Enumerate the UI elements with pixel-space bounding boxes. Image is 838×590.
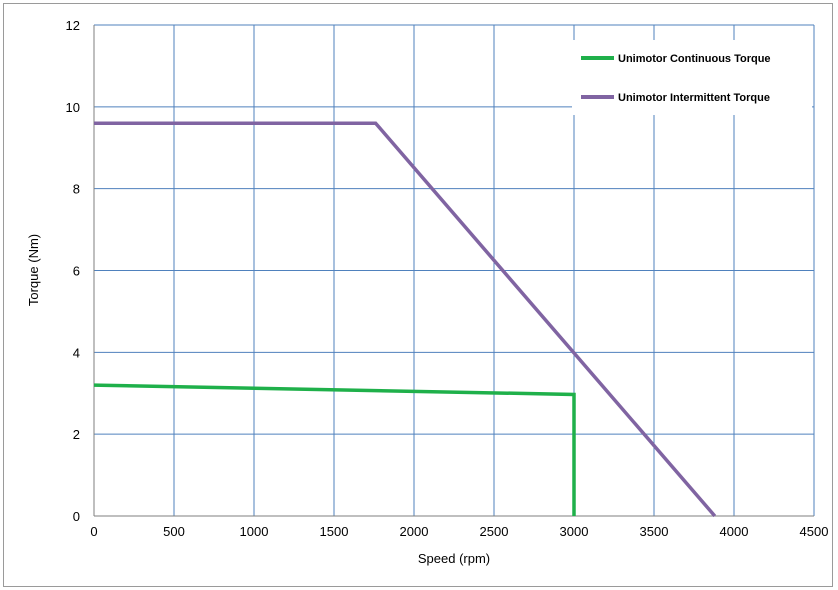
x-tick-label: 3000 [560, 524, 589, 539]
y-tick-label: 2 [73, 427, 80, 442]
x-tick-label: 500 [163, 524, 185, 539]
y-tick-label: 10 [66, 100, 80, 115]
x-tick-label: 4000 [720, 524, 749, 539]
legend-label: Unimotor Continuous Torque [618, 53, 771, 65]
legend-label: Unimotor Intermittent Torque [618, 92, 770, 104]
x-tick-label: 1000 [240, 524, 269, 539]
x-tick-label: 1500 [320, 524, 349, 539]
x-tick-label: 3500 [640, 524, 669, 539]
y-tick-label: 12 [66, 18, 80, 33]
y-tick-label: 0 [73, 509, 80, 524]
y-axis-title: Torque (Nm) [26, 234, 41, 306]
y-tick-label: 4 [73, 345, 80, 360]
y-tick-label: 6 [73, 264, 80, 279]
x-axis-title: Speed (rpm) [418, 551, 490, 566]
legend: Unimotor Continuous Torque Unimotor Inter… [572, 40, 812, 115]
y-tick-label: 8 [73, 182, 80, 197]
x-tick-label: 2500 [480, 524, 509, 539]
x-tick-labels: 0 500 1000 1500 2000 2500 3000 3500 4000 4500 [90, 524, 828, 539]
x-tick-label: 4500 [800, 524, 829, 539]
y-tick-labels: 0 2 4 6 8 10 12 [66, 18, 80, 524]
x-tick-label: 2000 [400, 524, 429, 539]
x-tick-label: 0 [90, 524, 97, 539]
